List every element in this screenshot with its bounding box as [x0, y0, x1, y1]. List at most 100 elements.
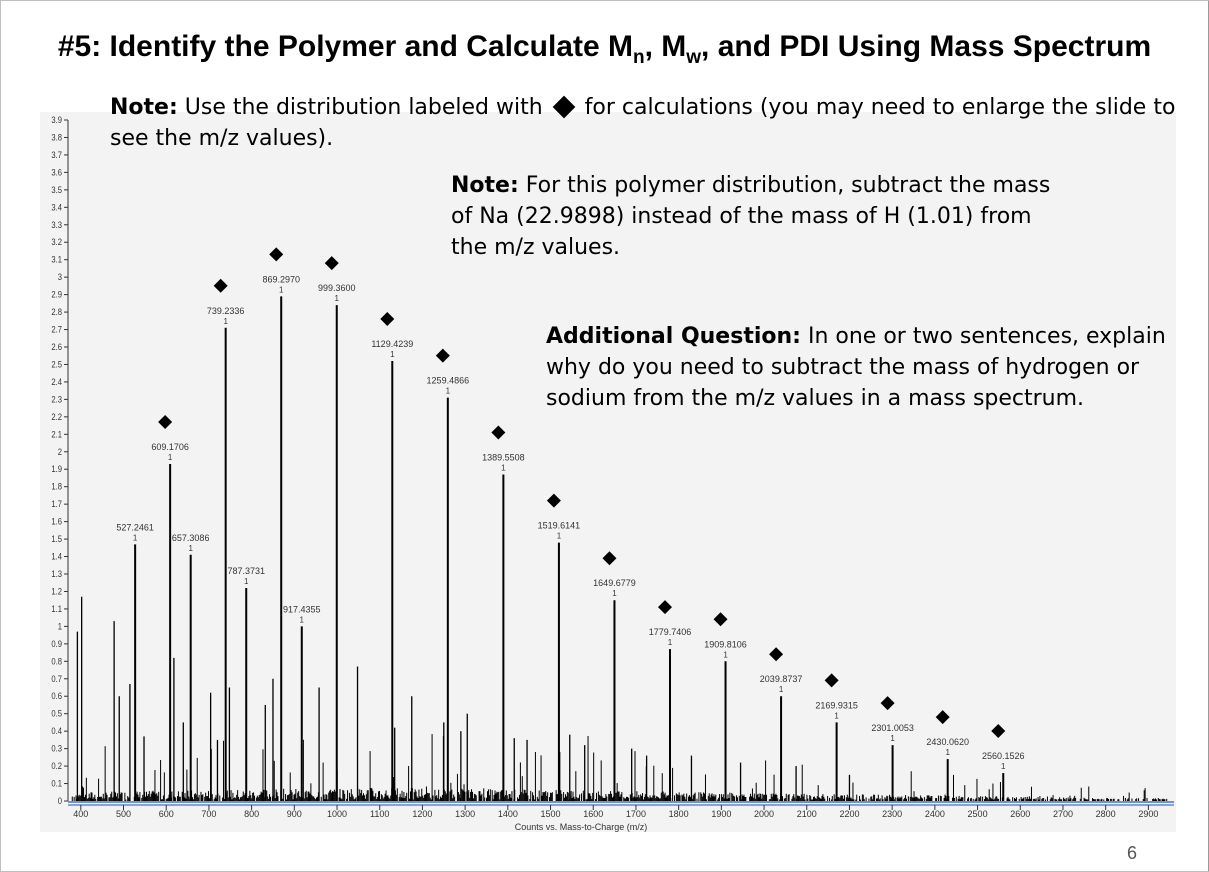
diamond-marker	[435, 348, 450, 363]
peak-charge-label: 1	[1001, 762, 1006, 771]
diamond-marker	[269, 247, 284, 262]
diamond-marker	[158, 414, 173, 429]
y-tick-label: 0.6	[51, 691, 62, 702]
y-tick-label: 2.6	[51, 341, 62, 352]
peak-mz-label: 2430.0620	[926, 737, 969, 747]
diamond-marker	[769, 647, 784, 662]
y-tick-label: 3.1	[51, 254, 62, 265]
x-tick-label: 2000	[754, 809, 774, 819]
diamond-marker	[935, 710, 950, 725]
x-tick-label: 400	[73, 809, 88, 819]
page-number: 6	[1126, 843, 1137, 863]
x-tick-label: 1500	[541, 809, 561, 819]
y-tick-label: 2.7	[51, 324, 62, 335]
peak-mz-label: 527.2461	[116, 522, 154, 532]
peak-mz-label: 1909.8106	[704, 639, 747, 649]
y-tick-label: 3.4	[51, 202, 62, 213]
peak-charge-label: 1	[723, 650, 728, 659]
y-tick-label: 1.2	[51, 586, 62, 597]
peak-mz-label: 2560.1526	[982, 751, 1025, 761]
x-tick-label: 1200	[412, 809, 432, 819]
y-tick-label: 2.5	[51, 359, 62, 370]
x-axis-label: Counts vs. Mass-to-Charge (m/z)	[515, 822, 648, 832]
peak-charge-label: 1	[834, 711, 839, 720]
y-tick-label: 3.5	[51, 184, 62, 195]
additional-question: Additional Question: In one or two sente…	[546, 324, 1166, 411]
diamond-marker	[213, 278, 228, 293]
x-tick-label: 2200	[839, 809, 859, 819]
y-tick-label: 1.3	[51, 568, 62, 579]
question-label: Additional Question:	[546, 324, 801, 349]
x-tick-label: 2500	[968, 809, 988, 819]
peak-charge-label: 1	[890, 734, 895, 743]
peak-charge-label: 1	[168, 453, 173, 462]
y-tick-label: 1.9	[51, 464, 62, 475]
x-tick-label: 1100	[370, 809, 389, 819]
mass-spectrum-chart: 0 0.1 0.2 0.3 0.4 0.5 0.6 0.7 0.8 0.9 1 1.1 1.2 1.3 1.…	[51, 114, 1174, 832]
peak-mz-label: 1259.4866	[427, 376, 470, 386]
y-tick-label: 1.7	[51, 499, 62, 510]
note-sodium: Note: For this polymer distribution, sub…	[451, 173, 1051, 260]
y-tick-label: 3.8	[51, 132, 62, 143]
peak-charge-label: 1	[779, 685, 784, 694]
y-tick-label: 0	[58, 795, 63, 806]
peak-mz-label: 869.2970	[262, 274, 300, 284]
y-tick-label: 0.8	[51, 656, 62, 667]
y-tick-label: 2.8	[51, 306, 62, 317]
x-tick-label: 2700	[1053, 809, 1073, 819]
diamond-marker	[546, 493, 561, 508]
y-tick-label: 3.6	[51, 167, 62, 178]
x-tick-label: 800	[244, 809, 259, 819]
y-tick-label: 0.4	[51, 726, 62, 737]
diamond-marker	[713, 612, 728, 627]
peak-mz-label: 1519.6141	[538, 521, 581, 531]
peak-charge-label: 1	[300, 615, 305, 624]
peak-charge-label: 1	[223, 317, 228, 326]
y-tick-label: 2.9	[51, 289, 62, 300]
peak-mz-label: 787.3731	[227, 566, 265, 576]
x-tick-label: 1800	[669, 809, 689, 819]
peak-mz-label: 1779.7406	[649, 627, 692, 637]
peak-charge-label: 1	[279, 285, 284, 294]
x-tick-label: 1900	[711, 809, 731, 819]
peak-mz-label: 2039.8737	[760, 674, 803, 684]
peak-charge-label: 1	[188, 544, 193, 553]
peak-mz-label: 739.2336	[207, 306, 245, 316]
y-tick-label: 0.3	[51, 743, 62, 754]
y-tick-label: 1.6	[51, 516, 62, 527]
y-tick-label: 3.3	[51, 219, 62, 230]
x-tick-label: 2600	[1010, 809, 1030, 819]
slide-title: #5: Identify the Polymer and Calculate M…	[57, 30, 1152, 68]
peak-charge-label: 1	[501, 463, 506, 472]
x-tick-label: 600	[159, 809, 174, 819]
y-tick-label: 3.2	[51, 237, 62, 248]
peak-charge-label: 1	[446, 387, 451, 396]
diamond-marker	[991, 724, 1006, 739]
diamond-marker	[491, 425, 506, 440]
y-tick-label: 0.7	[51, 673, 62, 684]
y-tick-label: 3	[58, 272, 63, 283]
peak-mz-label: 917.4355	[283, 604, 321, 614]
diamond-marker	[657, 600, 672, 615]
note-distribution: Note: Use the distribution labeled with …	[110, 95, 1176, 151]
x-tick-label: 2900	[1138, 809, 1158, 819]
y-tick-label: 0.1	[51, 778, 62, 789]
x-tick-label: 1700	[626, 809, 646, 819]
y-tick-label: 0.5	[51, 708, 62, 719]
y-tick-label: 1.8	[51, 481, 62, 492]
peak-charge-label: 1	[557, 532, 562, 541]
y-tick-label: 2	[58, 446, 63, 457]
note-label: Note:	[110, 95, 178, 120]
diamond-marker	[880, 696, 895, 711]
y-tick-label: 2.1	[51, 429, 62, 440]
peak-mz-label: 2169.9315	[815, 700, 858, 710]
y-tick-label: 0.9	[51, 638, 62, 649]
note-label: Note:	[451, 173, 519, 198]
peak-charge-label: 1	[244, 577, 249, 586]
y-tick-label: 2.3	[51, 394, 62, 405]
y-tick-label: 1.4	[51, 551, 62, 562]
peak-charge-label: 1	[390, 350, 395, 359]
x-tick-label: 900	[287, 809, 302, 819]
x-tick-label: 1000	[327, 809, 347, 819]
diamond-marker	[380, 311, 395, 326]
